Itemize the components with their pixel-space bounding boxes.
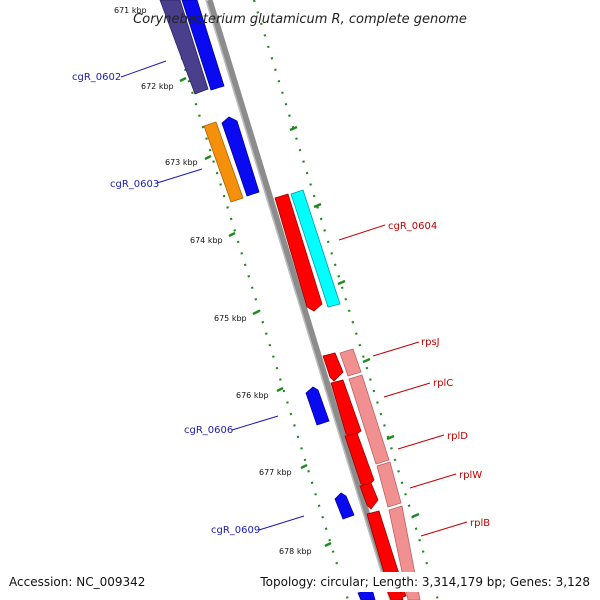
label-leader-lines xyxy=(120,60,468,537)
feature-cgR_0604-cyan[interactable] xyxy=(290,189,341,308)
feature-cgR_0602-navy[interactable] xyxy=(159,0,209,95)
tick-mark xyxy=(324,541,332,548)
tick-mark xyxy=(313,202,322,209)
tick-mark xyxy=(252,309,260,316)
gene-labels: cgR_0602 cgR_0603 cgR_0604 rpsJ rplC rpl… xyxy=(72,72,490,536)
leader-line xyxy=(420,521,468,537)
tick-label: 676 kbp xyxy=(236,391,269,400)
tick-mark xyxy=(362,357,371,364)
feature-rplC-pink[interactable] xyxy=(348,374,390,465)
leader-line xyxy=(258,515,305,531)
leader-line xyxy=(338,224,386,241)
inner-tick-track xyxy=(252,0,440,600)
feature-cgR_0602-blue[interactable] xyxy=(181,0,225,91)
tick-mark xyxy=(386,434,395,441)
tick-label: 675 kbp xyxy=(214,314,247,323)
feature-rpsJ-pink[interactable] xyxy=(339,348,362,377)
tick-mark xyxy=(228,231,236,238)
major-tick-marks xyxy=(175,4,420,548)
outer-tick-track xyxy=(162,0,350,600)
leader-line xyxy=(156,168,203,184)
tick-mark xyxy=(276,386,284,393)
topology-text: Topology: circular; Length: 3,314,179 bp… xyxy=(259,575,590,589)
genome-backbone-highlight xyxy=(205,0,391,600)
tick-label: 677 kbp xyxy=(259,468,292,477)
feature-cgR_0604-red[interactable] xyxy=(274,193,323,312)
leader-line xyxy=(409,473,457,489)
feature-rplD-pink[interactable] xyxy=(376,461,402,508)
tick-label: 678 kbp xyxy=(279,547,312,556)
leader-line xyxy=(231,415,279,431)
gene-label-cgR_0604[interactable]: cgR_0604 xyxy=(388,221,437,232)
tick-label: 671 kbp xyxy=(114,6,147,15)
leader-line xyxy=(397,434,445,450)
gene-label-rplB[interactable]: rplB xyxy=(470,518,490,529)
gene-label-rplD[interactable]: rplD xyxy=(447,431,468,442)
tick-label: 674 kbp xyxy=(190,236,223,245)
tick-dot-tracks xyxy=(162,0,440,600)
leader-line xyxy=(120,60,167,78)
feature-rpsJ-red[interactable] xyxy=(322,352,344,382)
feature-track xyxy=(159,0,421,600)
tick-mark xyxy=(204,154,212,161)
gene-label-rplW[interactable]: rplW xyxy=(459,470,482,481)
tick-mark xyxy=(179,76,187,83)
tick-mark xyxy=(337,279,346,286)
feature-cgR_0603-orange[interactable] xyxy=(203,121,244,203)
tick-mark xyxy=(289,125,298,132)
footer-background xyxy=(0,572,600,592)
feature-cgR_0609-blue[interactable] xyxy=(334,492,355,520)
leader-line xyxy=(383,382,431,398)
tick-mark xyxy=(411,512,420,519)
gene-label-rpsJ[interactable]: rpsJ xyxy=(421,337,440,348)
gene-label-cgR_0602[interactable]: cgR_0602 xyxy=(72,72,121,83)
tick-label: 673 kbp xyxy=(165,158,198,167)
feature-rplW-red[interactable] xyxy=(359,482,379,510)
gene-label-cgR_0609[interactable]: cgR_0609 xyxy=(211,525,260,536)
tick-mark xyxy=(300,463,308,470)
genome-backbone xyxy=(205,0,397,600)
gene-label-cgR_0603[interactable]: cgR_0603 xyxy=(110,179,159,190)
gene-label-rplC[interactable]: rplC xyxy=(433,378,453,389)
gene-label-cgR_0606[interactable]: cgR_0606 xyxy=(184,425,233,436)
tick-label: 672 kbp xyxy=(141,82,174,91)
accession-text: Accession: NC_009342 xyxy=(9,575,145,589)
leader-line xyxy=(372,341,420,357)
feature-cgR_0606-blue[interactable] xyxy=(305,386,330,426)
coordinate-labels: 671 kbp 672 kbp 673 kbp 674 kbp 675 kbp … xyxy=(114,6,312,556)
feature-cgR_0603-blue[interactable] xyxy=(221,116,260,197)
map-title: Corynebacterium glutamicum R, complete g… xyxy=(133,12,467,27)
